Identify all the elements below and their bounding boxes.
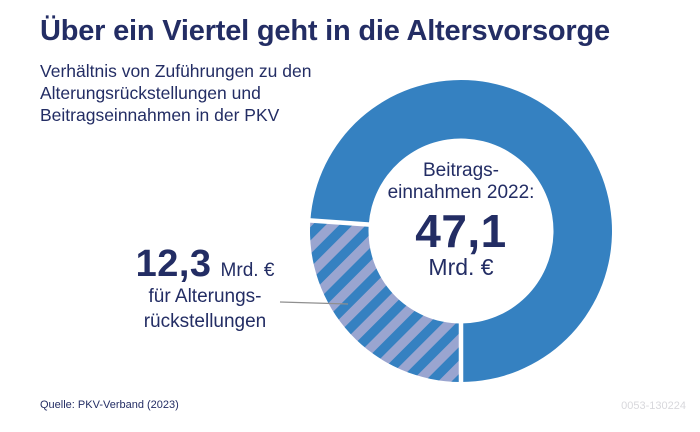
subtitle-line-3: Beitragseinnahmen in der PKV	[40, 105, 280, 125]
center-total-unit: Mrd. €	[428, 254, 494, 280]
donut-center-label: Beitrags- einnahmen 2022: 47,1 Mrd. €	[361, 160, 561, 280]
center-label-line-2: einnahmen 2022:	[387, 181, 535, 203]
callout-label-line-1: für Alterungs-	[148, 286, 262, 307]
segment-separator-line	[307, 217, 372, 227]
source-note: Quelle: PKV-Verband (2023)	[40, 399, 179, 411]
center-total-value: 47,1	[415, 205, 507, 257]
center-label-line-1: Beitrags-	[422, 160, 500, 181]
callout-unit: Mrd. €	[220, 260, 275, 281]
callout-value: 12,3	[135, 243, 212, 285]
page-title: Über ein Viertel geht in die Altersvorso…	[40, 15, 610, 47]
segment-separators	[307, 217, 464, 385]
donut-segment-solid	[310, 79, 612, 382]
callout-connector-line	[279, 301, 349, 305]
callout-label-line-2: rückstellungen	[143, 311, 267, 332]
chart-subtitle: Verhältnis von Zuführungen zu den Alteru…	[40, 60, 340, 126]
callout-value-row: 12,3 Mrd. €	[105, 244, 305, 284]
subtitle-line-1: Verhältnis von Zuführungen zu den	[40, 61, 312, 81]
donut-segment-hatched	[309, 220, 461, 382]
document-id: 0053-130224	[621, 400, 686, 412]
segment-callout: 12,3 Mrd. € für Alterungs- rückstellunge…	[105, 244, 305, 334]
subtitle-line-2: Alterungsrückstellungen und	[40, 83, 261, 103]
